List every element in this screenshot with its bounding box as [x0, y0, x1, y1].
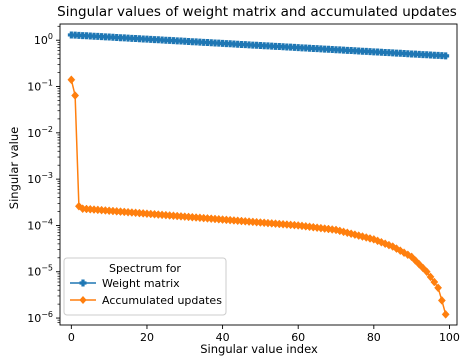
- accumulated-updates-point: [67, 75, 76, 85]
- accumulated-updates-point: [422, 267, 431, 277]
- legend-box: [63, 257, 227, 316]
- axes-layer: 0 20 40 60 80 100 100 10−1 10−2 10−3 10−4 10−5 10−6: [27, 23, 460, 344]
- y-tick-label: 10−2: [27, 125, 53, 140]
- x-tick-label: 100: [439, 331, 460, 344]
- x-tick-label: 20: [140, 331, 154, 344]
- accumulated-updates-point: [426, 272, 435, 282]
- plot-area: [67, 31, 450, 319]
- y-axis-label: Singular value: [7, 127, 21, 209]
- plot-frame: [59, 23, 458, 326]
- y-tick-label: 10−3: [27, 171, 53, 186]
- chart-title: Singular values of weight matrix and acc…: [57, 4, 457, 20]
- legend-title: Spectrum for: [109, 262, 181, 275]
- legend-item: Weight matrix: [70, 277, 180, 290]
- y-tick-label: 10−1: [27, 79, 53, 94]
- legend: Spectrum for Weight matrix Accumulated upd…: [63, 257, 227, 316]
- legend-item: Accumulated updates: [70, 294, 222, 307]
- x-tick-label: 40: [216, 331, 230, 344]
- accumulated-updates-point: [437, 296, 446, 305]
- y-tick-label: 10−4: [27, 217, 53, 232]
- x-tick-label: 0: [68, 331, 75, 344]
- x-tick-label: 80: [367, 331, 381, 344]
- accumulated-updates-point: [441, 310, 450, 319]
- x-axis-label: Singular value index: [200, 342, 318, 356]
- legend-marker: [79, 279, 87, 287]
- y-tick-label: 10−5: [27, 264, 53, 279]
- legend-label: Accumulated updates: [102, 294, 222, 307]
- legend-marker: [79, 296, 87, 304]
- accumulated-updates-point: [71, 91, 80, 100]
- plot-layer: [67, 31, 450, 319]
- y-tick-label: 10−6: [27, 310, 53, 325]
- legend-label: Weight matrix: [102, 277, 180, 290]
- y-tick-label: 100: [34, 32, 53, 47]
- x-tick-label: 60: [291, 331, 305, 344]
- weight-matrix-point: [442, 52, 450, 60]
- accumulated-updates-point: [434, 283, 443, 293]
- accumulated-updates-point: [430, 277, 439, 287]
